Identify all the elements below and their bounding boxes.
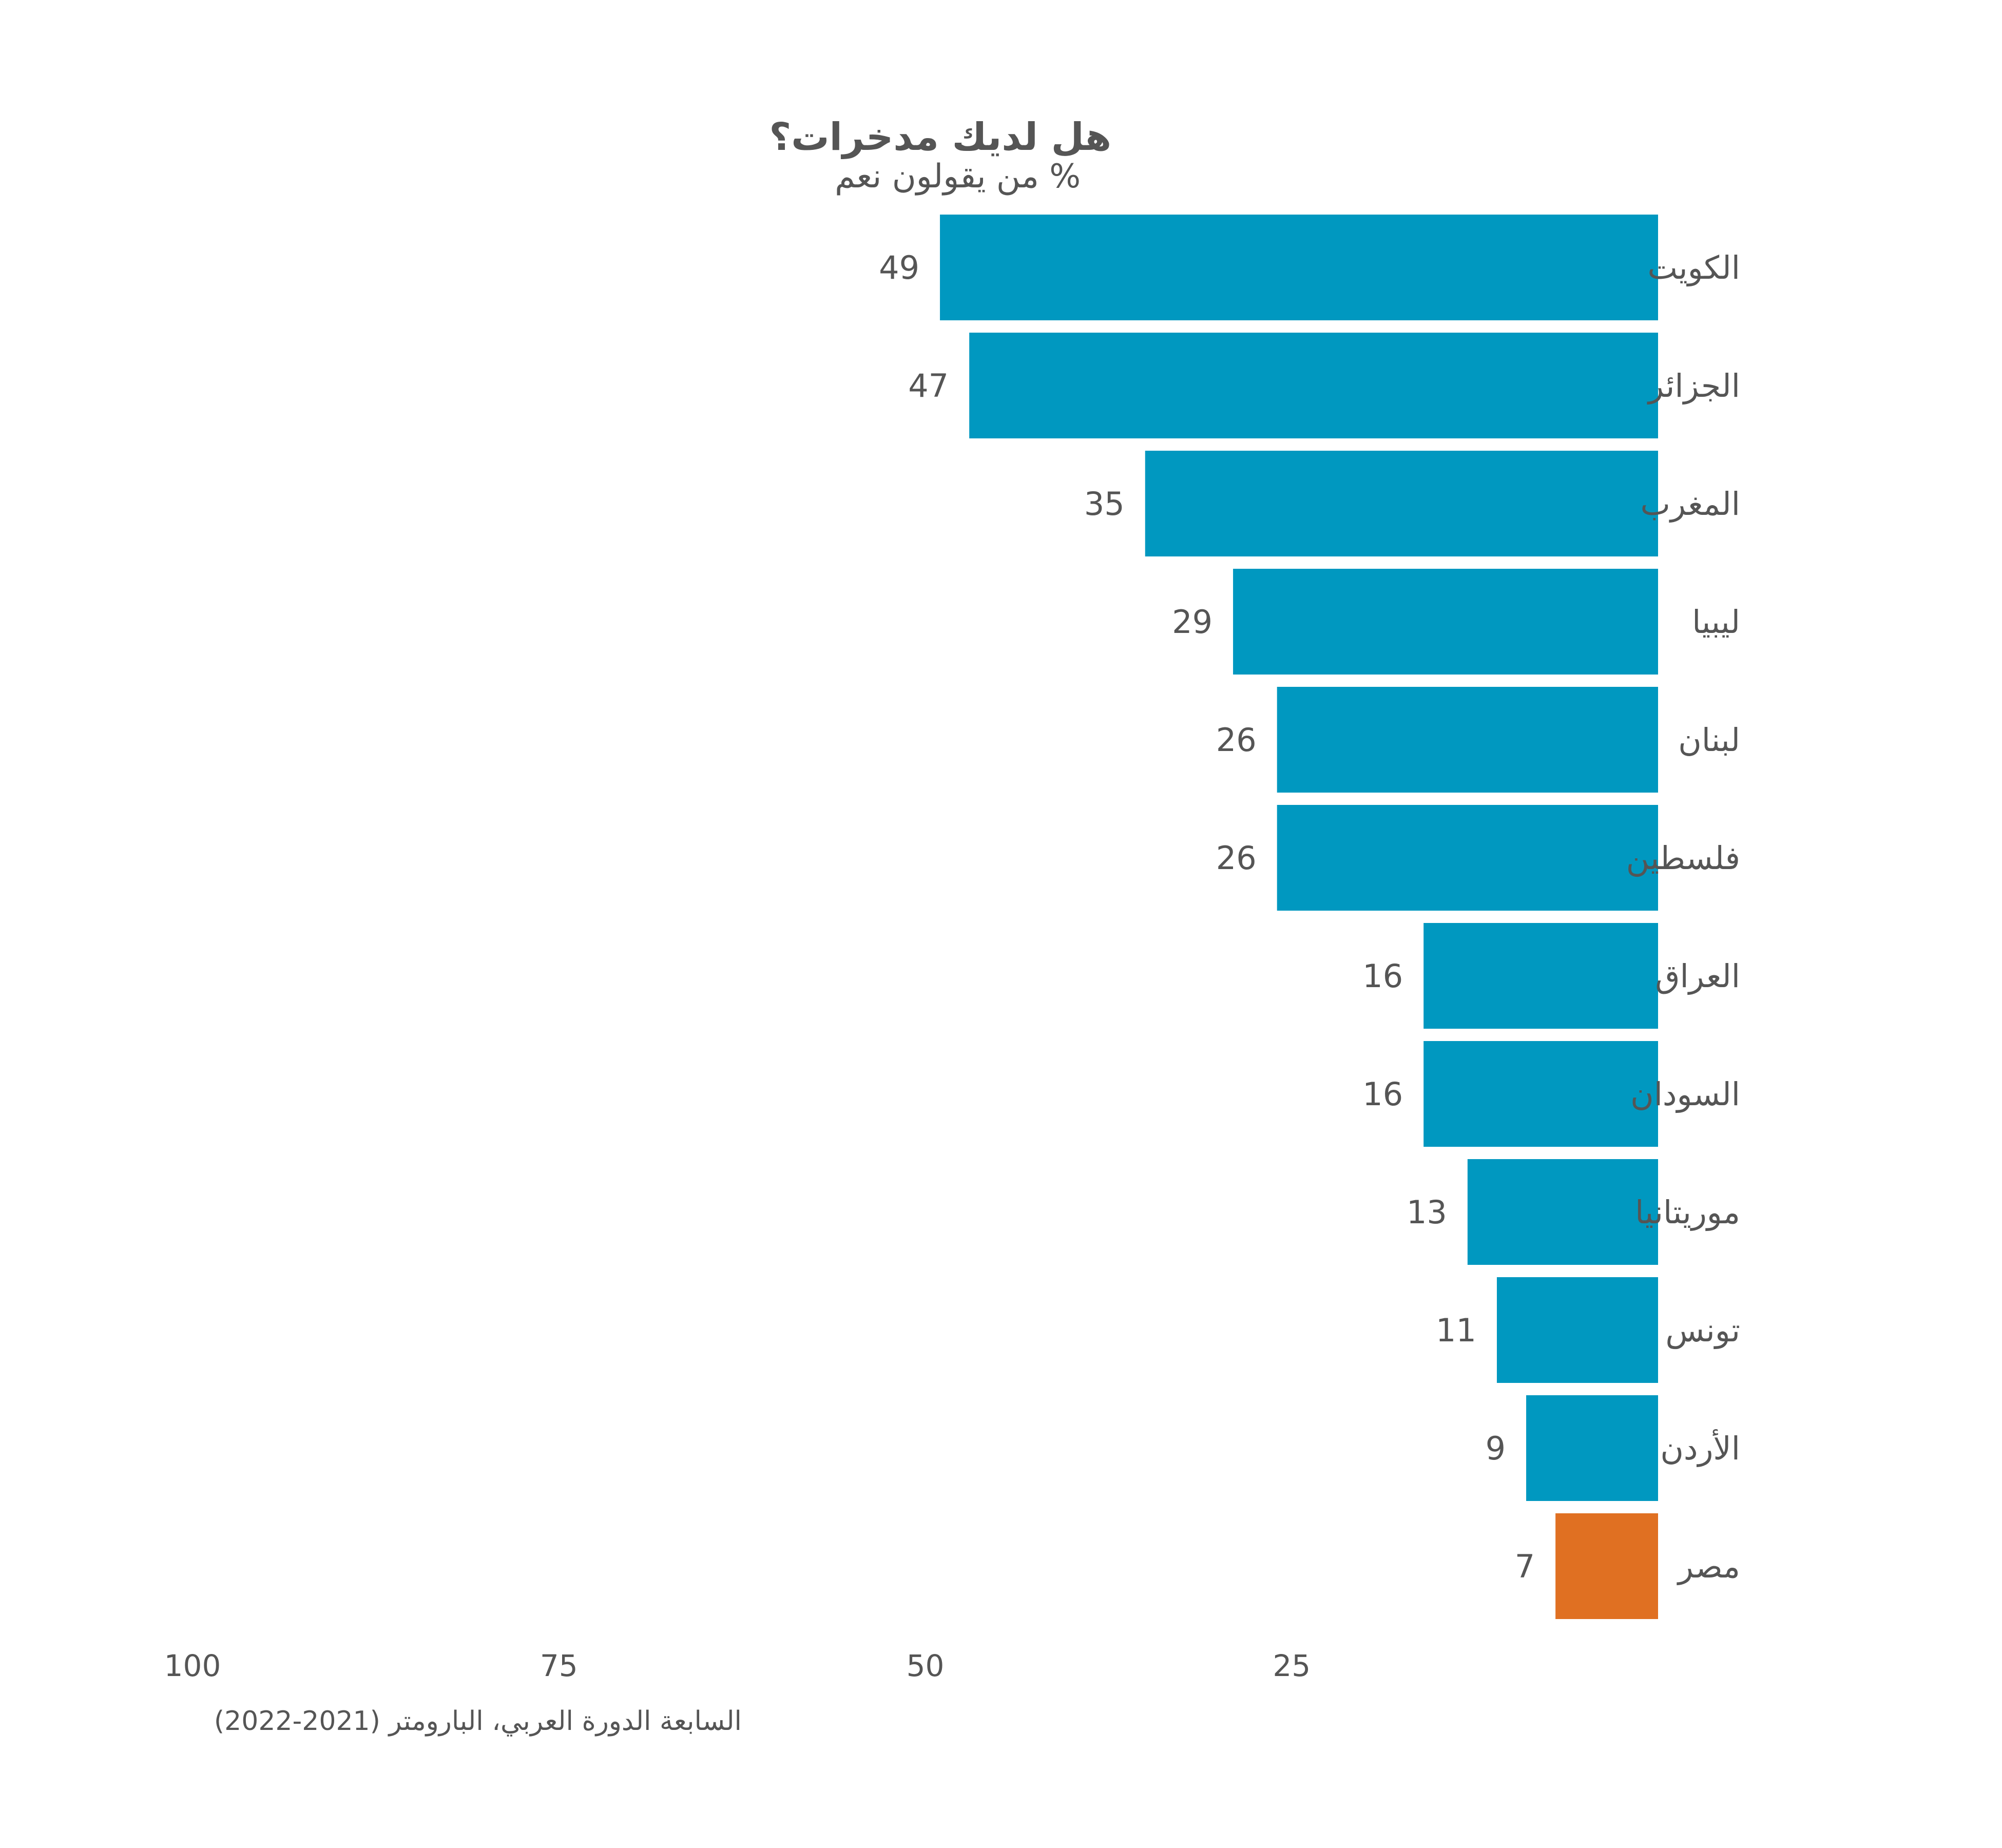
- bar-2: [1145, 451, 1658, 556]
- bar-1: [969, 333, 1658, 438]
- category-label-10: الأردن: [1660, 1429, 1740, 1467]
- category-label-4: لبنان: [1678, 721, 1740, 759]
- category-label-8: موريتانيا: [1635, 1194, 1740, 1231]
- value-label-2: 35: [1084, 485, 1125, 523]
- category-label-0: الكويت: [1647, 249, 1740, 286]
- value-labels-group: 49 47 35 29 26 26 16 16 13 11 9 7: [879, 249, 1535, 1585]
- value-label-1: 47: [908, 367, 949, 405]
- category-label-11: مصر: [1677, 1548, 1740, 1585]
- value-label-10: 9: [1486, 1430, 1506, 1467]
- bar-4: [1277, 687, 1658, 793]
- value-label-9: 11: [1436, 1312, 1476, 1349]
- x-tick-label-2: 50: [907, 1648, 945, 1683]
- bar-11: [1555, 1513, 1658, 1619]
- bar-5: [1277, 805, 1658, 911]
- category-label-7: السودان: [1630, 1075, 1740, 1113]
- category-label-1: الجزائر: [1647, 367, 1740, 405]
- bar-8: [1467, 1159, 1658, 1265]
- value-label-0: 49: [879, 249, 919, 286]
- bar-10: [1526, 1395, 1658, 1501]
- x-tick-label-3: 25: [1273, 1648, 1311, 1683]
- bars-group: [940, 215, 1658, 1619]
- value-label-3: 29: [1172, 603, 1212, 641]
- bar-9: [1496, 1277, 1658, 1383]
- value-label-11: 7: [1515, 1548, 1535, 1585]
- bar-3: [1233, 569, 1658, 675]
- bar-7: [1423, 1041, 1658, 1147]
- x-axis-ticks: 100 75 50 25: [164, 1648, 1311, 1683]
- category-label-3: ليبيا: [1692, 603, 1740, 641]
- value-label-6: 16: [1362, 957, 1403, 995]
- chart-source: السابعة الدورة العربي، البارومتر (2021-2…: [214, 1706, 742, 1737]
- value-label-5: 26: [1216, 839, 1257, 877]
- category-label-5: فلسطين: [1626, 839, 1740, 877]
- category-label-6: العراق: [1655, 957, 1740, 995]
- value-label-8: 13: [1407, 1194, 1447, 1231]
- bar-0: [940, 215, 1658, 320]
- chart-title: هل لديك مدخرات؟: [769, 115, 1111, 159]
- chart-subtitle: % من يقولون نعم: [835, 158, 1081, 196]
- category-label-9: تونس: [1665, 1312, 1740, 1349]
- value-label-7: 16: [1362, 1075, 1403, 1113]
- value-label-4: 26: [1216, 721, 1257, 759]
- category-label-2: المغرب: [1641, 485, 1740, 523]
- x-tick-label-0: 100: [164, 1648, 221, 1683]
- bar-6: [1423, 923, 1658, 1029]
- category-labels-group: الكويت الجزائر المغرب ليبيا لبنان فلسطين العرا…: [1626, 249, 1740, 1585]
- x-tick-label-1: 75: [540, 1648, 578, 1683]
